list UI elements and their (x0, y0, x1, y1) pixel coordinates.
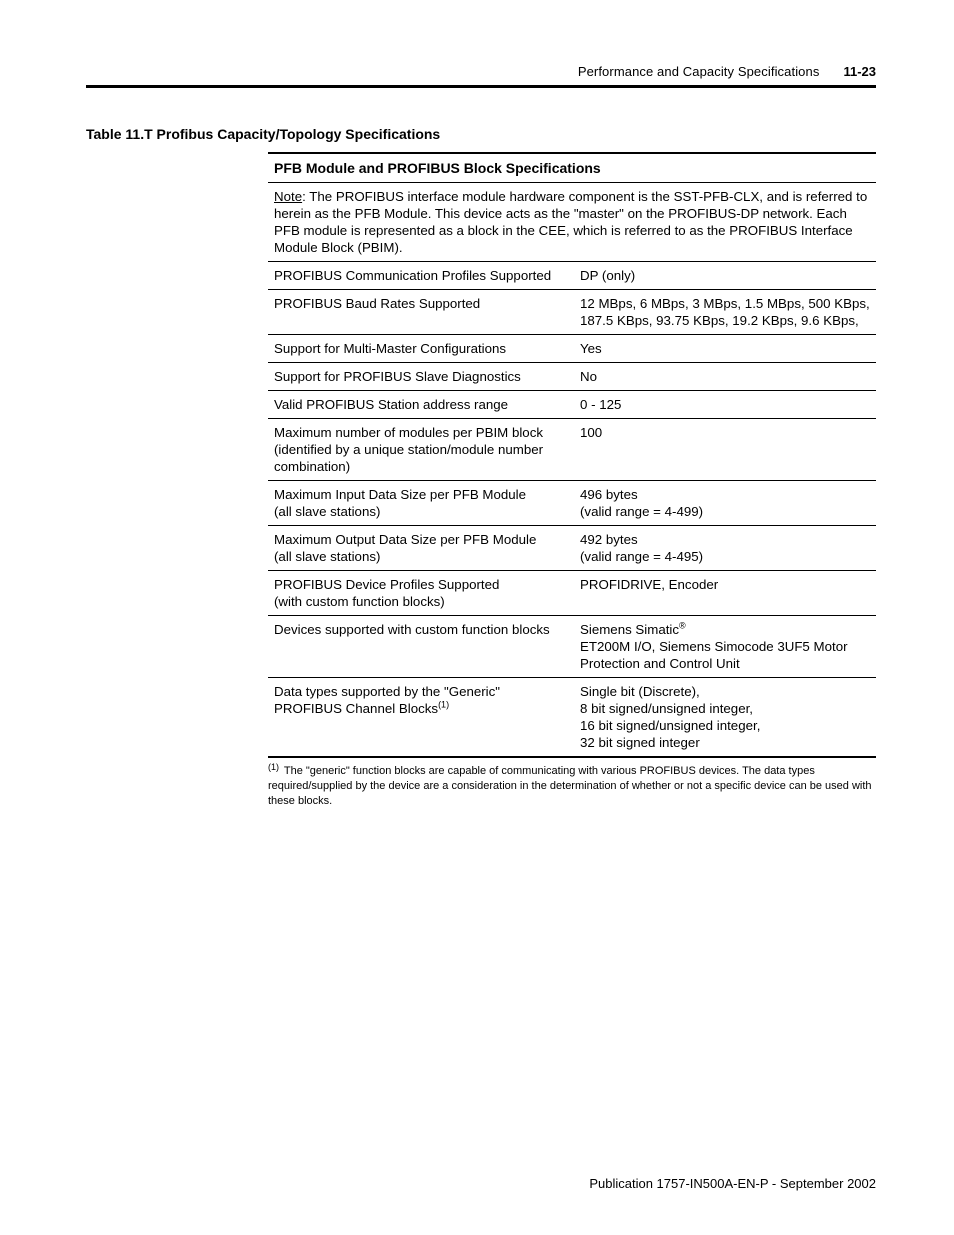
spec-label: Devices supported with custom function b… (268, 616, 574, 678)
table-row: Data types supported by the "Generic" PR… (268, 678, 876, 758)
spec-value: 0 - 125 (574, 391, 876, 419)
spec-value-line: 492 bytes (580, 532, 638, 547)
spec-label: PROFIBUS Communication Profiles Supporte… (268, 262, 574, 290)
spec-value: 12 MBps, 6 MBps, 3 MBps, 1.5 MBps, 500 K… (574, 290, 876, 335)
spec-label-line: (all slave stations) (274, 549, 380, 564)
spec-label-line: (all slave stations) (274, 504, 380, 519)
spec-value-line: ET200M I/O, Siemens Simocode 3UF5 Motor … (580, 639, 848, 671)
table-caption: Table 11.T Profibus Capacity/Topology Sp… (86, 126, 876, 142)
spec-value-line: (valid range = 4-499) (580, 504, 703, 519)
spec-value: Yes (574, 335, 876, 363)
running-header: Performance and Capacity Specifications … (86, 64, 876, 79)
table-row: Devices supported with custom function b… (268, 616, 876, 678)
table-row: Valid PROFIBUS Station address range 0 -… (268, 391, 876, 419)
header-rule (86, 85, 876, 88)
spec-label: Data types supported by the "Generic" PR… (268, 678, 574, 758)
spec-value: Single bit (Discrete), 8 bit signed/unsi… (574, 678, 876, 758)
footer-publication: Publication 1757-IN500A-EN-P - September… (589, 1176, 876, 1191)
spec-label: Maximum Output Data Size per PFB Module … (268, 526, 574, 571)
spec-value-line: (valid range = 4-495) (580, 549, 703, 564)
note-cell: Note: The PROFIBUS interface module hard… (268, 183, 876, 262)
table-row: Maximum Output Data Size per PFB Module … (268, 526, 876, 571)
table-section-head-row: PFB Module and PROFIBUS Block Specificat… (268, 153, 876, 183)
table-row: PROFIBUS Communication Profiles Supporte… (268, 262, 876, 290)
spec-value: PROFIDRIVE, Encoder (574, 571, 876, 616)
spec-label-line: Maximum Input Data Size per PFB Module (274, 487, 526, 502)
spec-label: Valid PROFIBUS Station address range (268, 391, 574, 419)
spec-label-line: Data types supported by the "Generic" PR… (274, 684, 500, 716)
spec-label-line: PROFIBUS Device Profiles Supported (274, 577, 499, 592)
spec-value-line: 496 bytes (580, 487, 638, 502)
note-label: Note (274, 189, 302, 204)
table-row: PROFIBUS Baud Rates Supported 12 MBps, 6… (268, 290, 876, 335)
spec-label-line: Maximum Output Data Size per PFB Module (274, 532, 536, 547)
table-note-row: Note: The PROFIBUS interface module hard… (268, 183, 876, 262)
spec-value: No (574, 363, 876, 391)
spec-value-line: Siemens Simatic (580, 622, 679, 637)
header-page-number: 11-23 (843, 64, 876, 79)
spec-table: PFB Module and PROFIBUS Block Specificat… (268, 152, 876, 758)
table-row: Support for Multi-Master Configurations … (268, 335, 876, 363)
footnote-ref: (1) (438, 700, 449, 710)
table-row: PROFIBUS Device Profiles Supported (with… (268, 571, 876, 616)
spec-label: PROFIBUS Device Profiles Supported (with… (268, 571, 574, 616)
spec-label: Maximum number of modules per PBIM block… (268, 419, 574, 481)
registered-mark: ® (679, 621, 686, 631)
header-title: Performance and Capacity Specifications (578, 64, 820, 79)
spec-value: DP (only) (574, 262, 876, 290)
spec-label: Support for PROFIBUS Slave Diagnostics (268, 363, 574, 391)
spec-table-container: PFB Module and PROFIBUS Block Specificat… (268, 152, 876, 758)
spec-label: Support for Multi-Master Configurations (268, 335, 574, 363)
table-row: Support for PROFIBUS Slave Diagnostics N… (268, 363, 876, 391)
spec-value: Siemens Simatic® ET200M I/O, Siemens Sim… (574, 616, 876, 678)
spec-label-line: (with custom function blocks) (274, 594, 445, 609)
note-body: : The PROFIBUS interface module hardware… (274, 189, 867, 255)
table-row: Maximum number of modules per PBIM block… (268, 419, 876, 481)
footnote: (1) The "generic" function blocks are ca… (268, 764, 876, 809)
spec-label: Maximum Input Data Size per PFB Module (… (268, 481, 574, 526)
footnote-mark: (1) (268, 762, 279, 772)
table-row: Maximum Input Data Size per PFB Module (… (268, 481, 876, 526)
spec-value: 496 bytes (valid range = 4-499) (574, 481, 876, 526)
section-heading: PFB Module and PROFIBUS Block Specificat… (268, 153, 876, 183)
page: Performance and Capacity Specifications … (0, 0, 954, 1235)
spec-value: 492 bytes (valid range = 4-495) (574, 526, 876, 571)
spec-value: 100 (574, 419, 876, 481)
spec-label: PROFIBUS Baud Rates Supported (268, 290, 574, 335)
footnote-text: The "generic" function blocks are capabl… (268, 765, 872, 807)
